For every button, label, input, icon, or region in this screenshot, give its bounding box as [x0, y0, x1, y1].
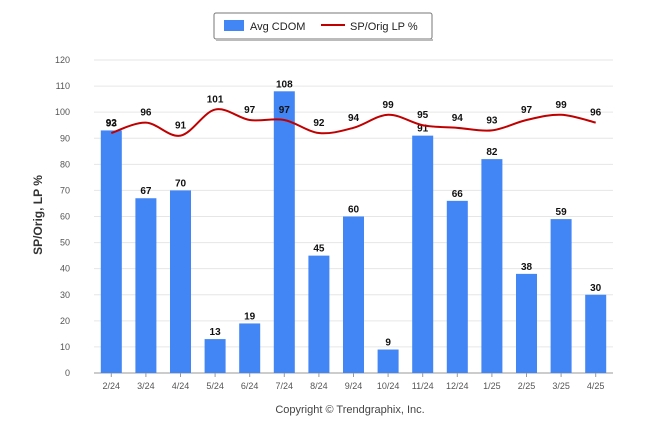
bar-data-labels: 93 67 70 13 19 108 45 60 9 91 66 82 38 59 30 [106, 79, 602, 348]
bar-value-label: 38 [521, 262, 533, 273]
bar-value-label: 60 [348, 205, 360, 216]
x-tick-label: 6/24 [241, 381, 259, 391]
bar-value-label: 9 [385, 338, 391, 349]
bar-value-label: 13 [210, 327, 222, 338]
x-tick-label: 11/24 [412, 381, 434, 391]
bar-value-label: 30 [590, 283, 602, 294]
x-tick-label: 7/24 [276, 381, 294, 391]
line-value-label: 91 [175, 121, 187, 132]
y-tick-label: 30 [60, 290, 70, 300]
bar-value-label: 91 [417, 124, 429, 135]
y-tick-label: 50 [60, 238, 70, 248]
bar-value-label: 70 [175, 178, 187, 189]
line-value-label: 101 [207, 95, 224, 106]
bar [135, 198, 157, 373]
line-series [110, 108, 596, 137]
x-tick-label: 4/25 [587, 381, 605, 391]
bar [100, 130, 122, 373]
bar [204, 339, 226, 373]
line-value-label: 97 [244, 105, 256, 116]
bar [516, 273, 537, 373]
line-data-labels: 92 96 91 101 97 97 92 94 99 95 94 93 97 99 96 [106, 95, 602, 132]
line-value-label: 94 [452, 113, 464, 124]
legend-swatch-bar [224, 20, 244, 31]
bar [481, 159, 503, 373]
bar-series [100, 91, 607, 374]
legend-label-bar: Avg CDOM [250, 21, 305, 33]
legend: Avg CDOM SP/Orig LP % [213, 12, 433, 41]
bar-value-label: 66 [452, 189, 464, 200]
line-value-label: 94 [348, 113, 360, 124]
y-tick-label: 0 [65, 368, 70, 378]
bar [343, 216, 364, 373]
y-tick-label: 80 [60, 159, 70, 169]
x-tick-label: 3/24 [137, 381, 155, 391]
y-tick-label: 60 [60, 212, 70, 222]
bar-value-label: 93 [106, 118, 118, 129]
x-tick-label: 8/24 [310, 381, 328, 391]
bar [585, 294, 607, 373]
copyright-footer: Copyright © Trendgraphix, Inc. [275, 404, 424, 416]
x-tick-label: 4/24 [172, 381, 190, 391]
y-tick-label: 20 [60, 316, 70, 326]
y-tick-label: 70 [60, 185, 70, 195]
bar-value-label: 19 [244, 311, 256, 322]
line-value-label: 99 [556, 100, 568, 111]
line-value-label: 92 [313, 118, 325, 129]
y-tick-label: 90 [60, 133, 70, 143]
x-tick-label: 2/24 [103, 381, 121, 391]
bar [170, 190, 191, 373]
y-tick-label: 120 [55, 55, 70, 65]
x-tick-label: 9/24 [345, 381, 363, 391]
line-value-label: 96 [140, 108, 152, 119]
bar [239, 323, 261, 373]
x-axis-ticks: 2/24 3/24 4/24 5/24 6/24 7/24 8/24 9/24 10/24 11/… [103, 373, 605, 391]
bar [412, 135, 434, 373]
line-value-label: 97 [521, 105, 533, 116]
x-tick-label: 2/25 [518, 381, 536, 391]
line-value-label: 95 [417, 110, 429, 121]
x-tick-label: 12/24 [446, 381, 469, 391]
bar-value-label: 45 [313, 244, 325, 255]
x-tick-label: 5/24 [206, 381, 224, 391]
y-tick-label: 100 [55, 107, 70, 117]
bar-value-label: 82 [486, 147, 498, 158]
y-tick-label: 40 [60, 264, 70, 274]
x-tick-label: 1/25 [483, 381, 501, 391]
bar [273, 91, 295, 374]
line-value-label: 96 [590, 108, 602, 119]
y-axis-ticks: 0 10 20 30 40 50 60 70 80 90 100 110 120 [55, 55, 70, 378]
line-value-label: 97 [279, 105, 291, 116]
bar [308, 255, 330, 373]
line-value-label: 99 [383, 100, 395, 111]
bar-value-label: 67 [140, 186, 152, 197]
x-tick-label: 10/24 [377, 381, 400, 391]
bar-value-label: 59 [556, 207, 568, 218]
y-tick-label: 110 [56, 81, 70, 91]
bar [377, 349, 399, 373]
y-tick-label: 10 [60, 342, 70, 352]
legend-label-line: SP/Orig LP % [350, 21, 418, 33]
bar-value-label: 108 [276, 79, 293, 90]
bar [550, 219, 572, 373]
bar [446, 200, 468, 373]
line-path [110, 108, 596, 137]
x-tick-label: 3/25 [552, 381, 570, 391]
y-axis-label: SP/Orig, LP % [31, 175, 45, 255]
line-value-label: 92 [106, 118, 118, 129]
line-value-label: 93 [486, 115, 498, 126]
